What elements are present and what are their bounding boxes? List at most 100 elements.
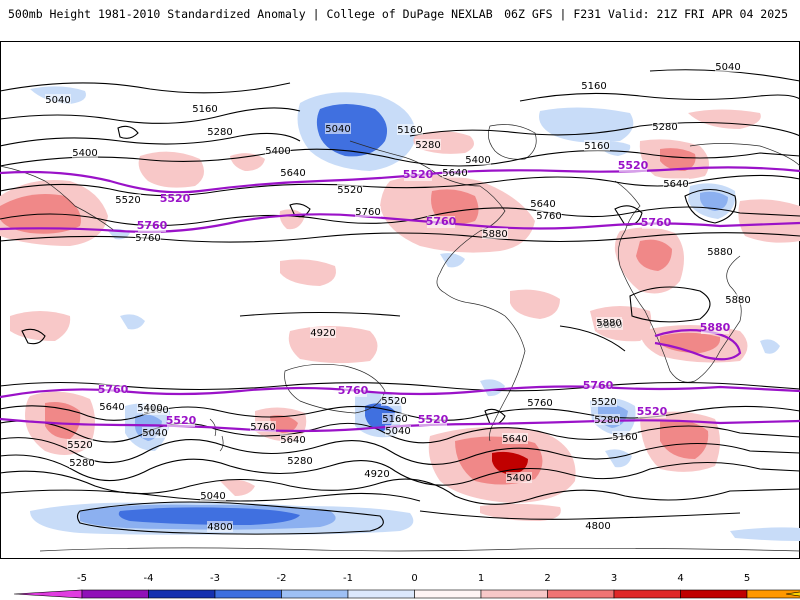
contour-label-background (506, 472, 532, 483)
contour-label-background (397, 124, 423, 135)
colorbar-bin (347, 589, 415, 599)
contour-label-background (715, 61, 741, 72)
highlighted-contour-label: 5520 (403, 168, 434, 181)
contour-label: 5280 (69, 458, 94, 469)
contour-label: 5520 (67, 440, 92, 451)
negative-anomaly-area (605, 449, 632, 468)
colorbar-bin (680, 589, 748, 599)
contour-label: 5640 (663, 179, 688, 190)
highlighted-label-background (701, 322, 729, 334)
highlighted-label-background (427, 216, 455, 228)
highlighted-contour-label: 5760 (338, 384, 369, 397)
contour-label: 5520 (115, 195, 140, 206)
map-header: 500mb Height 1981-2010 Standardized Anom… (0, 0, 800, 26)
contour-label: 5400 (72, 148, 97, 159)
contour-label-background (364, 468, 390, 479)
highlighted-contour-label: 5760 (426, 215, 457, 228)
highlighted-label-background (138, 220, 166, 232)
contour-label-background (725, 294, 751, 305)
contour-label: 5160 (584, 141, 609, 152)
contour-label: 5640 (99, 402, 124, 413)
contour-label: 5160 (397, 125, 422, 136)
highlighted-label-background (167, 415, 195, 427)
contour-label-background (355, 206, 381, 217)
positive-anomaly-area (220, 479, 255, 496)
negative-anomaly-area (760, 339, 780, 354)
colorbar-tick-label: 1 (478, 573, 484, 584)
highlighted-label-background (642, 217, 670, 229)
colorbar-tick-label: -3 (210, 573, 220, 584)
positive-anomaly-area (738, 199, 800, 243)
contour-label: 5400 (506, 473, 531, 484)
contour-label-background (142, 427, 168, 438)
negative-anomaly-area (539, 107, 634, 143)
colorbar-tick-label: 5 (744, 573, 750, 584)
contour-label-background (280, 434, 306, 445)
contour-label-background (594, 414, 620, 425)
contour-label: 5760 (536, 211, 561, 222)
contour-label-background (536, 210, 562, 221)
negative-anomaly-area (118, 507, 300, 525)
contour-label-background (207, 126, 233, 137)
contour-label: 5520 (381, 396, 406, 407)
contour-label-background (69, 457, 95, 468)
highlighted-label-background (584, 380, 612, 392)
contour-label-background (415, 139, 441, 150)
contour-label: 4800 (207, 522, 232, 533)
positive-anomaly-area (10, 311, 71, 341)
highlighted-contour-label: 5520 (618, 159, 649, 172)
contour-label-background (465, 154, 491, 165)
contour-label-background (200, 490, 226, 501)
highlighted-contour-label: 5760 (137, 219, 168, 232)
contour-label-background (265, 145, 291, 156)
contour-label-background (442, 167, 468, 178)
contour-label-background (652, 121, 678, 132)
contour-label: 5400 (265, 146, 290, 157)
contour-label-background (325, 123, 351, 134)
positive-anomaly-area (660, 419, 709, 459)
positive-anomaly-area (280, 259, 336, 286)
highlighted-label-background (404, 169, 432, 181)
colorbar-tick-label: -1 (343, 573, 353, 584)
contour-label: 5640 (280, 435, 305, 446)
contour-label-background (663, 178, 689, 189)
contour-label-background (612, 431, 638, 442)
contour-label: 5280 (207, 127, 232, 138)
contour-label: 5640 (442, 168, 467, 179)
highlighted-label-background (619, 160, 647, 172)
colorbar-bin (148, 589, 216, 599)
contour-label: 5880 (707, 247, 732, 258)
contour-label-background (280, 167, 306, 178)
highlighted-contour-label: 5760 (641, 216, 672, 229)
negative-anomaly-area (440, 253, 465, 268)
contour-label-background (584, 140, 610, 151)
contour-label-background (385, 425, 411, 436)
contour-label: 4920 (310, 328, 335, 339)
contour-label-background (72, 147, 98, 158)
contour-label-background (596, 317, 622, 328)
contour-label-background (502, 433, 528, 444)
contour-label-background (482, 228, 508, 239)
contour-label: 5040 (325, 124, 350, 135)
negative-anomaly-area (730, 527, 800, 541)
colorbar-bin (281, 589, 349, 599)
negative-anomaly-area (316, 104, 388, 157)
contour-label-background (250, 421, 276, 432)
contour-label: 5880 (482, 229, 507, 240)
colorbar-tick-label: -5 (77, 573, 87, 584)
contour-label: 5760 (135, 233, 160, 244)
contour-label-background (99, 401, 125, 412)
contour-label-background (45, 94, 71, 105)
contour-label-background (67, 439, 93, 450)
contour-label-background (337, 184, 363, 195)
contour-label: 5280 (594, 415, 619, 426)
contour-label-background (287, 455, 313, 466)
highlighted-contour-label: 5520 (637, 405, 668, 418)
colorbar-bin (414, 589, 482, 599)
colorbar-tick-label: 3 (611, 573, 617, 584)
positive-anomaly-area (270, 415, 298, 433)
contour-label-background (207, 521, 233, 532)
